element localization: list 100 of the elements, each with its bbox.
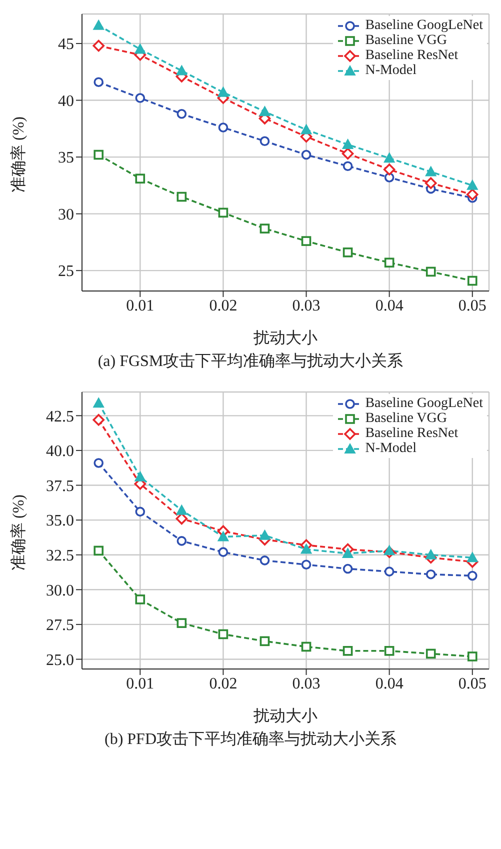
point: [467, 276, 478, 286]
point: [384, 545, 395, 556]
point: [260, 136, 270, 146]
point: [301, 560, 312, 570]
point: [218, 208, 228, 218]
point: [342, 139, 354, 150]
point: [466, 552, 478, 562]
point: [260, 224, 270, 234]
point: [342, 161, 353, 172]
text: (a) FGSM攻击下平均准确率与扰动大小关系: [96, 352, 404, 372]
point: [342, 646, 353, 656]
point: [94, 458, 104, 468]
point: [176, 65, 188, 76]
point: [218, 86, 229, 97]
y-tick-label: 35: [58, 150, 74, 167]
point: [176, 618, 187, 628]
point: [218, 531, 229, 542]
point: [260, 636, 270, 646]
point: [92, 414, 105, 426]
x-axis-title: 扰动大小: [252, 329, 318, 347]
point: [384, 566, 394, 576]
y-axis-title: 准确率 (%): [10, 116, 28, 192]
y-tick-label: 25.0: [46, 652, 74, 669]
x-tick-label: 0.05: [458, 297, 486, 314]
point: [426, 569, 436, 580]
y-tick-label: 30: [58, 206, 74, 224]
point: [426, 648, 436, 659]
y-tick-label: 42.5: [46, 408, 74, 426]
point: [259, 530, 270, 540]
point: [176, 192, 187, 202]
point: [94, 546, 104, 556]
x-axis-title: 扰动大小: [252, 707, 318, 725]
point: [94, 150, 104, 160]
y-tick-label: 40: [58, 92, 74, 110]
point: [342, 548, 354, 558]
point: [467, 652, 478, 662]
point: [384, 258, 394, 268]
point: [466, 188, 478, 200]
point: [135, 594, 146, 604]
legend-label: Baseline GoogLeNet: [365, 18, 483, 33]
point: [301, 642, 312, 652]
point: [134, 471, 146, 482]
x-tick-label: 0.04: [375, 675, 404, 692]
point: [342, 564, 353, 574]
legend-label: N-Model: [365, 441, 417, 456]
x-tick-label: 0.05: [458, 675, 486, 692]
x-tick-label: 0.01: [126, 297, 154, 314]
legend-label: Baseline VGG: [365, 411, 447, 426]
point: [467, 570, 478, 581]
point: [424, 177, 437, 190]
y-tick-label: 27.5: [46, 617, 74, 634]
point: [176, 109, 187, 119]
point: [300, 544, 312, 554]
point: [425, 549, 436, 560]
y-tick-label: 30.0: [46, 582, 74, 600]
y-axis-title: 准确率 (%): [10, 494, 28, 570]
point: [92, 40, 105, 52]
y-tick-label: 37.5: [46, 478, 74, 495]
point: [135, 93, 146, 103]
point: [218, 629, 228, 640]
y-tick-label: 35.0: [46, 512, 74, 530]
x-tick-label: 0.03: [292, 675, 320, 692]
point: [135, 506, 146, 517]
x-tick-label: 0.03: [292, 297, 320, 314]
point: [301, 236, 312, 246]
point: [94, 77, 104, 88]
point: [425, 166, 436, 176]
point: [384, 172, 394, 182]
point: [93, 20, 104, 30]
point: [466, 180, 478, 190]
legend-label: N-Model: [365, 63, 417, 78]
legend-label: Baseline VGG: [365, 33, 447, 48]
point: [134, 44, 146, 54]
point: [384, 152, 395, 163]
point: [426, 266, 436, 277]
point: [342, 148, 354, 160]
point: [176, 536, 187, 546]
legend-label: Baseline GoogLeNet: [365, 396, 483, 411]
point: [218, 547, 228, 557]
point: [260, 556, 270, 566]
point: [384, 646, 394, 656]
x-tick-label: 0.02: [209, 297, 238, 314]
y-tick-label: 45: [58, 36, 74, 54]
y-tick-label: 40.0: [46, 443, 74, 460]
legend-label: Baseline ResNet: [365, 426, 458, 441]
point: [259, 106, 270, 116]
x-tick-label: 0.01: [126, 675, 154, 692]
x-tick-label: 0.04: [375, 297, 404, 314]
x-tick-label: 0.02: [209, 675, 238, 692]
point: [383, 164, 396, 176]
point: [218, 122, 228, 132]
legend-label: Baseline ResNet: [365, 48, 458, 63]
point: [176, 504, 188, 515]
text: (b) PFD攻击下平均准确率与扰动大小关系: [103, 730, 398, 750]
y-tick-label: 25: [58, 263, 74, 280]
y-tick-label: 32.5: [46, 548, 74, 565]
point: [301, 150, 312, 160]
point: [342, 248, 353, 258]
point: [300, 124, 312, 134]
point: [93, 398, 104, 408]
